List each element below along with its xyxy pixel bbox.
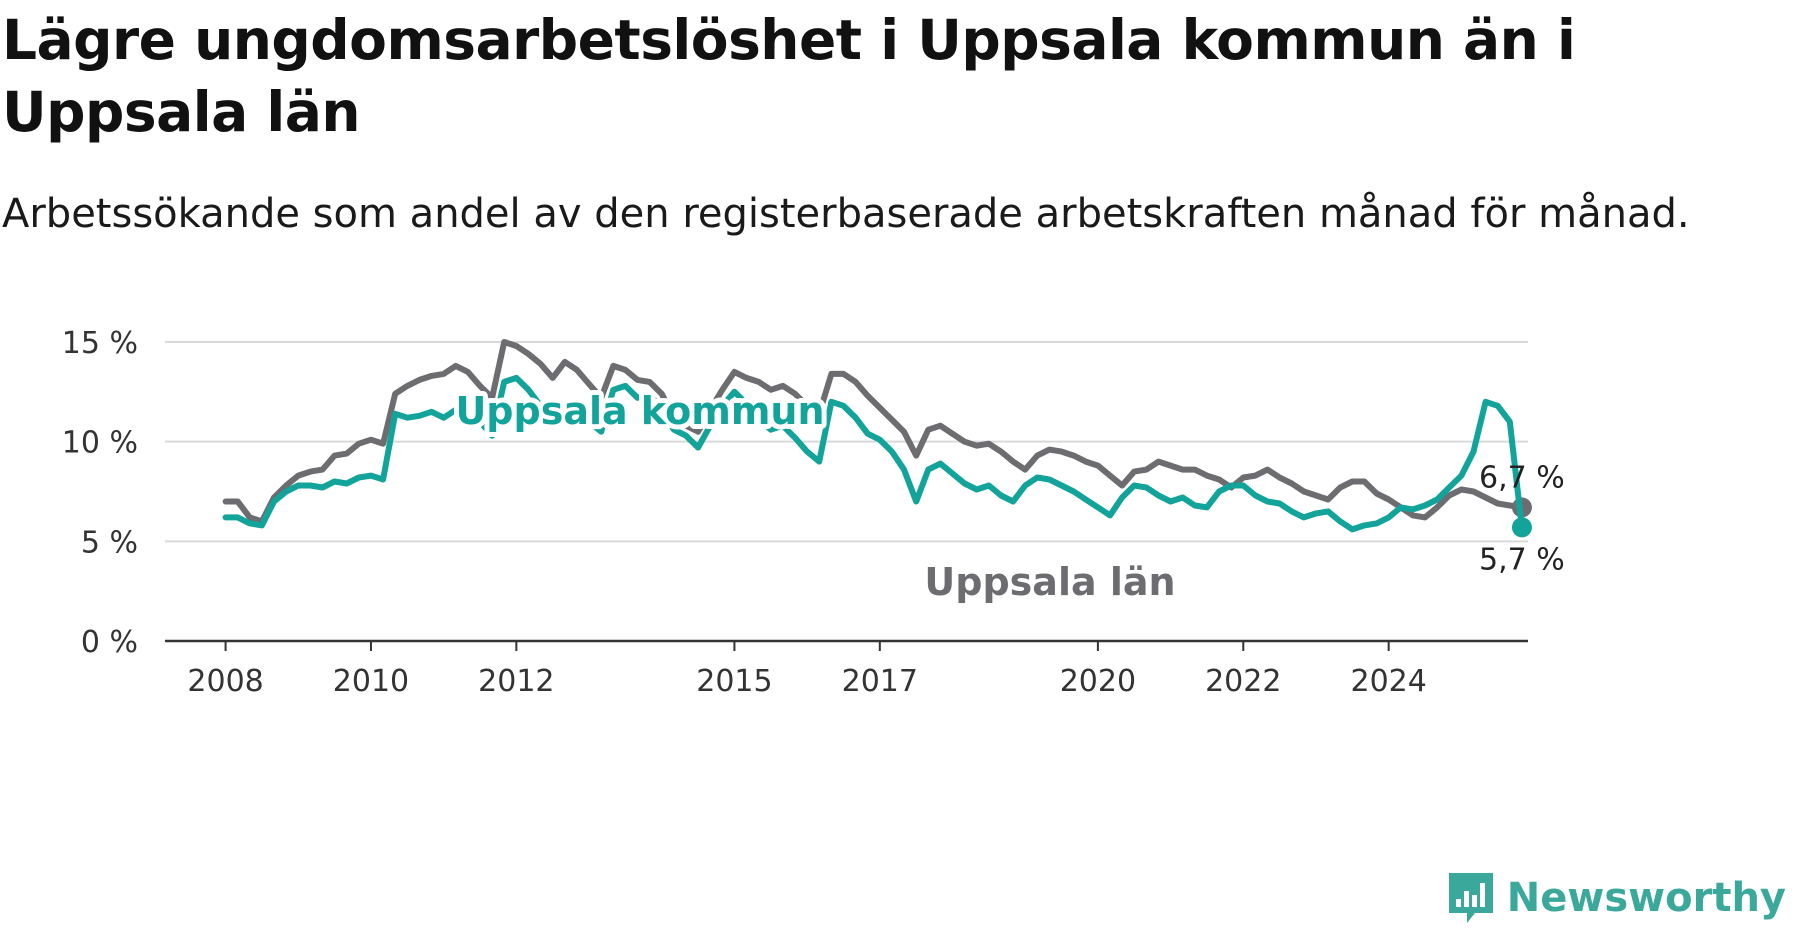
end-value-label: 6,7 % (1479, 460, 1565, 495)
x-tick-label: 2024 (1350, 664, 1426, 699)
series-name-label: Uppsala kommun (455, 389, 824, 433)
chart-title: Lägre ungdomsarbetslöshet i Uppsala komm… (2, 8, 1576, 144)
series-lines (222, 339, 1532, 538)
y-tick-label: 5 % (81, 525, 138, 560)
brand-name: Newsworthy (1506, 875, 1786, 921)
bar-chart-speech-icon (1448, 873, 1493, 923)
y-axis-ticks: 0 % 5 % 10 % 15 % (62, 326, 138, 660)
newsworthy-logo: Newsworthy (1445, 870, 1786, 926)
y-tick-label: 15 % (62, 326, 138, 361)
x-tick-label: 2017 (842, 664, 918, 699)
chart-subtitle: Arbetssökande som andel av den registerb… (2, 191, 1690, 237)
x-tick-label: 2008 (187, 664, 263, 699)
series-end-point (1511, 517, 1532, 538)
x-tick-label: 2015 (696, 664, 772, 699)
series-line (222, 339, 1525, 525)
end-value-label: 5,7 % (1479, 542, 1565, 577)
x-tick-label: 2012 (478, 664, 554, 699)
series-labels: 6,7 % 5,7 % Uppsala kommun Uppsala län (450, 384, 1565, 609)
y-tick-label: 0 % (81, 625, 138, 660)
series-name-label: Uppsala län (924, 560, 1175, 604)
x-axis-ticks: 2008 2010 2012 2015 2017 2020 2022 2024 (187, 641, 1427, 699)
x-tick-label: 2010 (333, 664, 409, 699)
x-tick-label: 2022 (1205, 664, 1281, 699)
series-line (222, 374, 1525, 533)
y-tick-label: 10 % (62, 426, 138, 461)
x-tick-label: 2020 (1060, 664, 1136, 699)
